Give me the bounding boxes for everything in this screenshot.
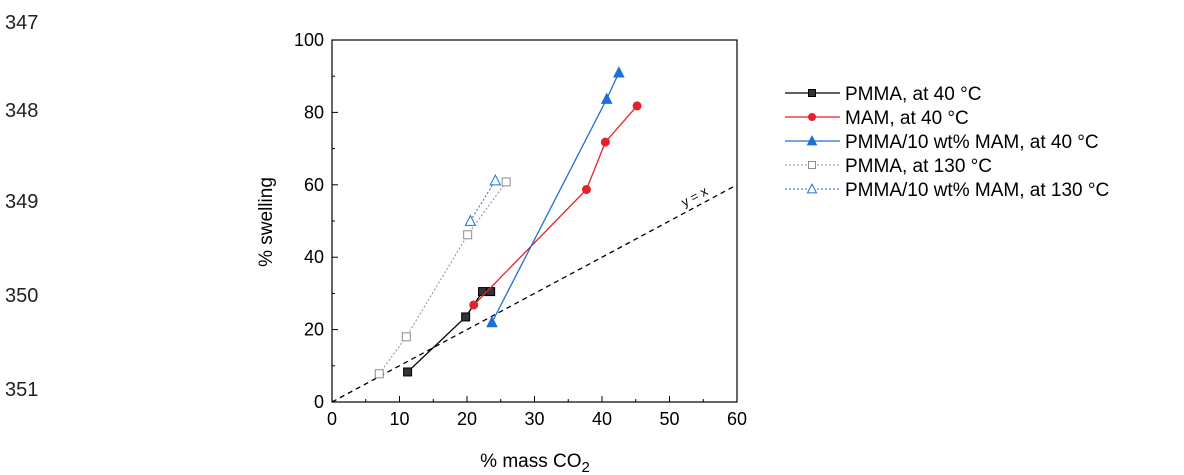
x-axis-label-sub: 2: [582, 459, 590, 475]
y-tick-label: 20: [304, 320, 324, 340]
legend-label: PMMA/10 wt% MAM, at 40 °C: [845, 132, 1099, 153]
data-point: [581, 185, 591, 195]
y-tick-label: 60: [304, 175, 324, 195]
data-point: [464, 214, 477, 226]
line-number: 351: [5, 379, 39, 401]
legend-marker: [806, 183, 818, 194]
legend-marker: [808, 161, 816, 169]
series-1: [403, 287, 496, 377]
y-axis-label: % swelling: [256, 177, 277, 267]
line-number: 350: [5, 285, 39, 307]
line-number: 348: [5, 100, 39, 122]
data-point: [374, 369, 384, 379]
data-point: [461, 312, 471, 322]
series-2: [469, 101, 642, 310]
data-point: [613, 66, 625, 78]
data-point: [463, 230, 473, 240]
series-line: [473, 105, 638, 306]
data-point: [600, 137, 610, 147]
series-5: [464, 173, 502, 226]
data-point: [486, 287, 496, 297]
data-point: [469, 300, 479, 310]
reference-line-label: y = x: [679, 183, 711, 210]
line-number: 347: [5, 12, 39, 34]
legend-label: PMMA, at 40 °C: [845, 84, 981, 105]
legend-marker: [808, 89, 816, 97]
legend-label: PMMA/10 wt% MAM, at 130 °C: [845, 180, 1109, 201]
x-tick-label: 10: [389, 409, 409, 429]
y-tick-label: 0: [314, 392, 324, 412]
plot-area-border: [331, 39, 738, 403]
x-tick-label: 0: [327, 409, 337, 429]
x-tick-label: 40: [592, 409, 612, 429]
y-tick-label: 40: [304, 247, 324, 267]
legend-marker: [808, 113, 816, 121]
legend: PMMA, at 40 °C MAM, at 40 °C PMMA/10 wt% M…: [785, 84, 1109, 201]
series-line: [469, 180, 496, 222]
data-point: [489, 173, 502, 186]
legend-label: PMMA, at 130 °C: [845, 156, 992, 177]
line-numbers: 347 348 349 350 351: [0, 0, 80, 475]
line-number: 349: [5, 191, 39, 213]
series-line: [407, 290, 491, 373]
legend-marker: [806, 135, 818, 146]
data-point: [600, 92, 613, 104]
data-point: [401, 332, 411, 342]
x-tick-label: 50: [659, 409, 679, 429]
series-group: [374, 66, 642, 379]
series-line: [378, 181, 507, 375]
x-tick-label: 20: [457, 409, 477, 429]
reference-line-group: y = x: [331, 183, 738, 403]
x-axis-label-main: % mass CO: [480, 451, 581, 472]
data-point: [632, 101, 642, 111]
data-point: [486, 315, 498, 328]
series-3: [486, 66, 625, 328]
data-point: [403, 367, 413, 377]
series-4: [374, 177, 511, 379]
reference-line-y-equals-x: [331, 184, 738, 403]
x-tick-label: 30: [524, 409, 544, 429]
x-tick-label: 60: [727, 409, 747, 429]
series-line: [491, 72, 620, 323]
x-axis-label: % mass CO2: [480, 451, 590, 475]
data-point: [501, 177, 511, 187]
ticks-group: 0 10 20 30 40 50 60 0 20 40 60 80 100: [294, 30, 747, 429]
plot-frame: [331, 39, 738, 403]
data-point: [478, 287, 488, 297]
y-tick-label: 80: [304, 102, 324, 122]
y-tick-label: 100: [294, 30, 324, 50]
legend-label: MAM, at 40 °C: [845, 108, 969, 129]
